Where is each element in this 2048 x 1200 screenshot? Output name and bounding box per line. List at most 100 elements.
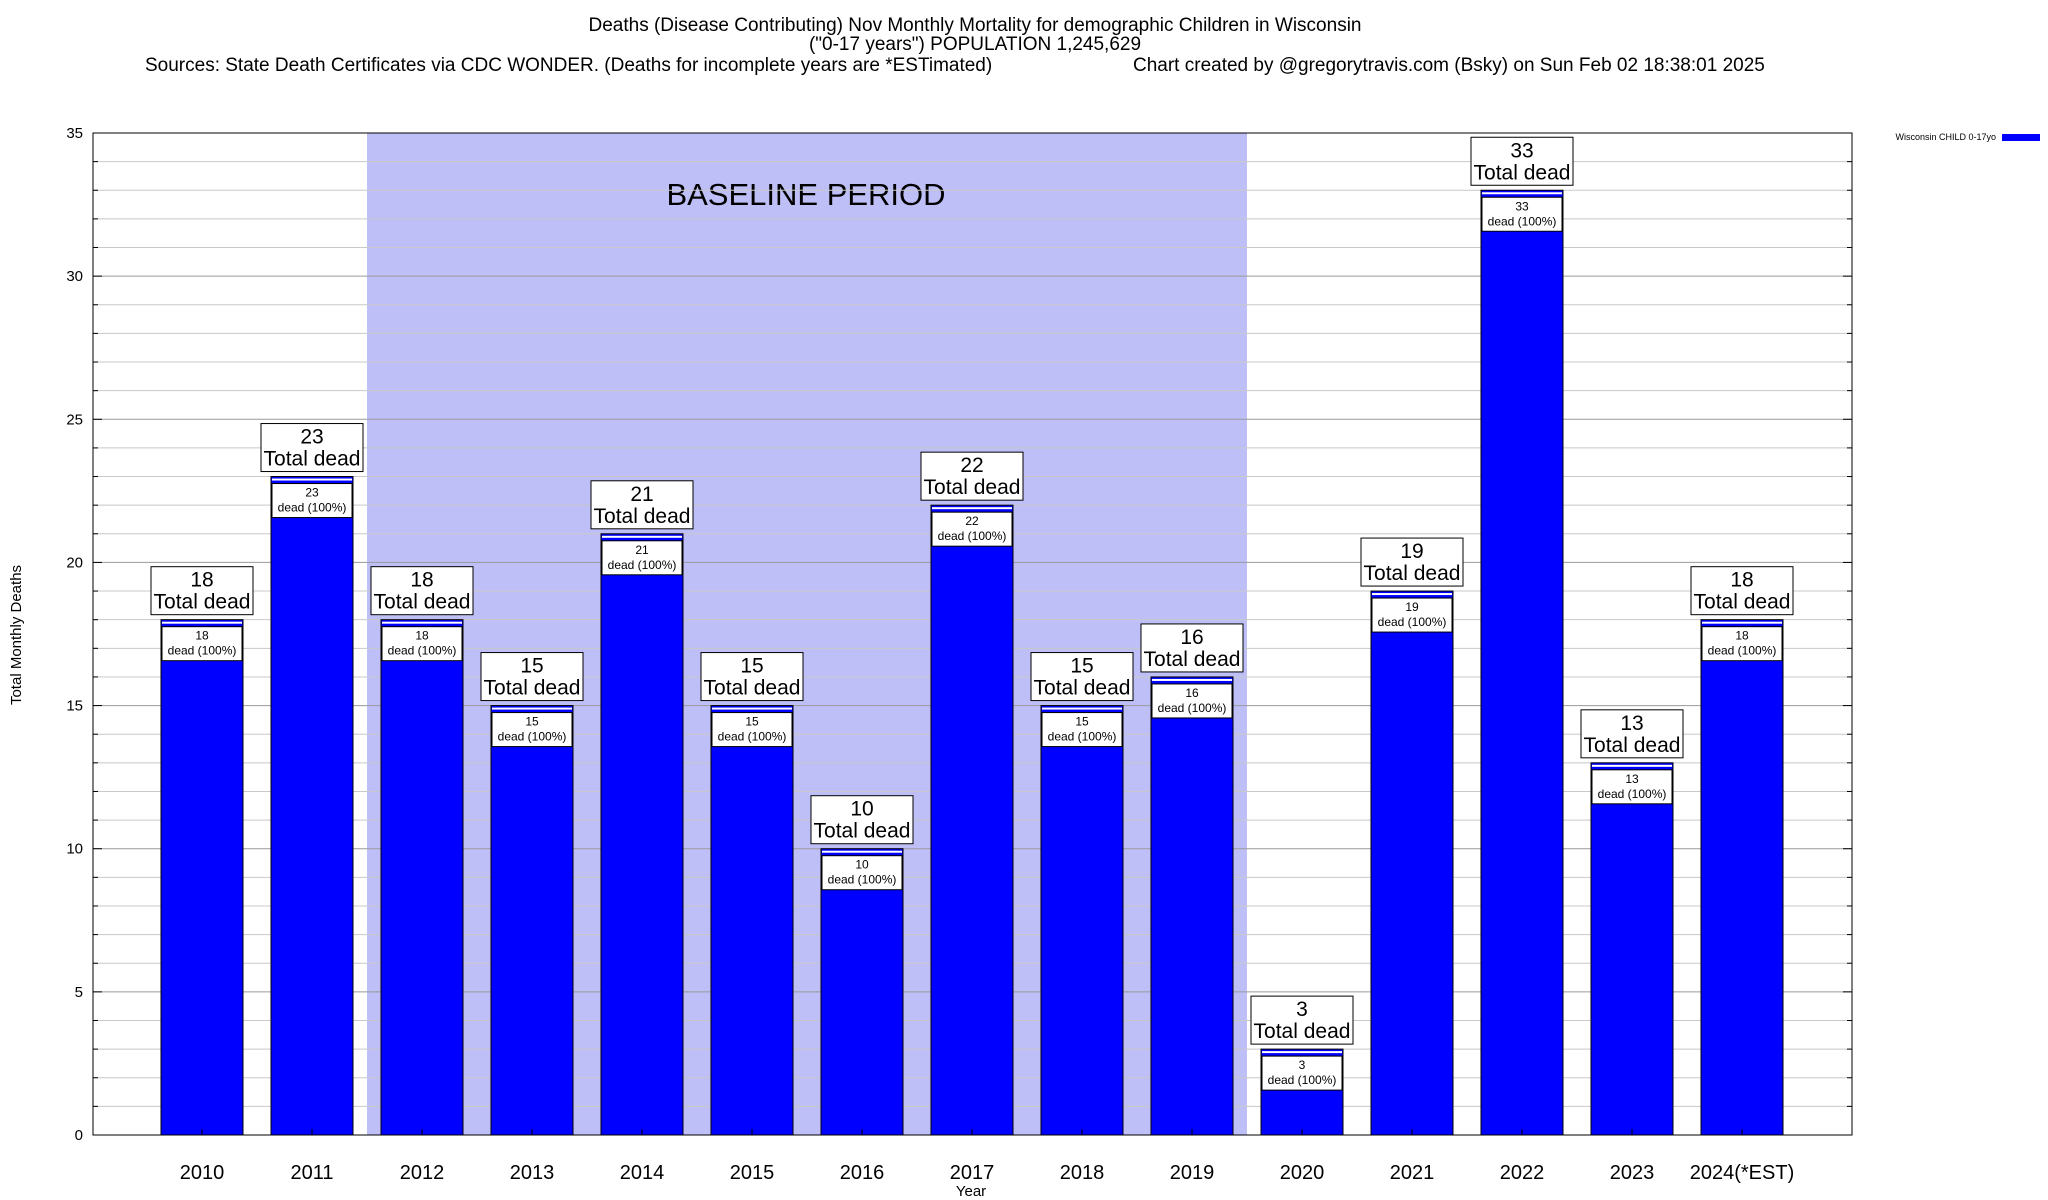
bar [380,619,464,1136]
chart-title: Deaths (Disease Contributing) Nov Monthl… [589,15,1362,36]
total-label-text: Total dead [924,476,1021,499]
inner-label-box [491,712,573,748]
y-tick-label: 10 [66,841,83,858]
x-axis-label: Year [956,1183,986,1200]
bar [1040,705,1124,1136]
bar [710,705,794,1136]
y-tick-label: 30 [66,268,83,285]
bar-top-strip [1262,1051,1342,1054]
inner-label-box [1591,769,1673,805]
total-label-text: Total dead [814,820,911,843]
total-label-value: 18 [190,569,213,592]
x-tick-label: 2013 [510,1162,555,1184]
total-label-text: Total dead [1254,1020,1351,1043]
inner-label-value: 15 [1075,715,1089,729]
total-label-box [700,652,804,702]
bar-top-strip [162,621,242,624]
total-label-text: Total dead [1364,562,1461,585]
legend: Wisconsin CHILD 0-17yo [1895,132,2040,142]
inner-label-value: 19 [1405,600,1419,614]
total-label-value: 33 [1510,139,1533,162]
inner-label-value: 15 [525,715,539,729]
inner-label-value: 15 [745,715,759,729]
total-label-text: Total dead [594,505,691,528]
total-label-text: Total dead [374,591,471,614]
inner-label-text: dead (100%) [828,873,897,887]
x-tick-label: 2015 [730,1162,775,1184]
inner-label-box [161,626,243,662]
total-label-box [1140,623,1244,673]
x-tick-label: 2011 [290,1162,333,1184]
total-label-box [260,423,364,473]
total-label-box [1690,566,1794,616]
inner-label-box [271,483,353,519]
total-label-box [150,566,254,616]
total-label-box [1030,652,1134,702]
inner-label-text: dead (100%) [938,529,1007,543]
chart-subtitle: ("0-17 years") POPULATION 1,245,629 [809,34,1141,55]
inner-label-text: dead (100%) [1048,730,1117,744]
x-tick-label: 2010 [180,1162,225,1184]
total-label-value: 18 [410,569,433,592]
inner-label-text: dead (100%) [1378,615,1447,629]
legend-swatch [2002,134,2040,141]
inner-label-text: dead (100%) [278,501,347,515]
total-label-value: 15 [1070,655,1093,678]
y-tick-label: 5 [75,984,83,1001]
x-tick-label: 2020 [1280,1162,1325,1184]
x-tick-label: 2022 [1500,1162,1545,1184]
total-label-box [920,451,1024,501]
bar-top-strip [492,707,572,710]
inner-label-box [1151,683,1233,719]
bar-top-strip [1152,678,1232,681]
y-tick-label: 20 [66,554,83,571]
y-tick-label: 35 [66,125,83,142]
inner-label-box [711,712,793,748]
bar-top-strip [822,850,902,853]
total-label-value: 13 [1620,712,1643,735]
total-label-box [370,566,474,616]
bar [820,848,904,1136]
total-label-box [1470,136,1574,186]
total-label-box [590,480,694,530]
x-tick-label: 2024(*EST) [1690,1162,1795,1184]
inner-label-value: 22 [965,514,979,528]
inner-label-value: 13 [1625,772,1639,786]
bar-top-strip [1042,707,1122,710]
total-label-value: 15 [520,655,543,678]
inner-label-text: dead (100%) [1488,214,1557,228]
inner-label-value: 10 [855,858,869,872]
inner-label-text: dead (100%) [608,558,677,572]
inner-label-box [601,540,683,576]
bar-top-strip [1592,764,1672,767]
inner-label-text: dead (100%) [388,644,457,658]
chart-sources: Sources: State Death Certificates via CD… [145,55,992,76]
bar-top-strip [712,707,792,710]
total-label-value: 15 [740,655,763,678]
x-tick-label: 2014 [620,1162,665,1184]
total-label-value: 10 [850,798,873,821]
inner-label-box [1701,626,1783,662]
inner-label-value: 18 [195,629,209,643]
inner-label-value: 33 [1515,199,1529,213]
bar [270,476,354,1136]
bar-top-strip [932,507,1012,510]
